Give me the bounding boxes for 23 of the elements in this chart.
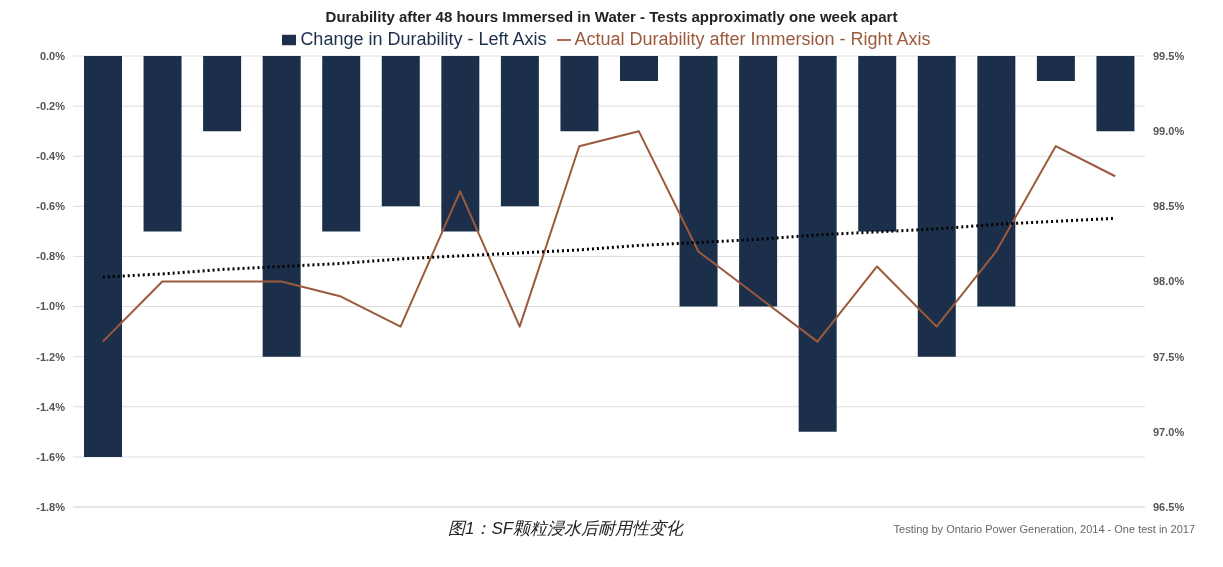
y2-tick-label: 99.0% bbox=[1153, 125, 1185, 138]
chart-title: Durability after 48 hours Immersed in Water - Tests approximatly one week apart bbox=[324, 8, 899, 25]
text: Testing by Ontario Power Generation, 2014 - One test in 2017 bbox=[893, 522, 1195, 535]
y-tick-label: 0.0% bbox=[39, 49, 66, 62]
y2-tick-label: 98.0% bbox=[1153, 275, 1185, 288]
y2-tick-label: 99.5% bbox=[1153, 49, 1185, 62]
y-tick-label: -1.0% bbox=[36, 300, 66, 313]
legend-label: Actual Durability after Immersion - Right Axis bbox=[574, 29, 931, 49]
y2-tick-label: 97.5% bbox=[1153, 350, 1185, 363]
y-tick-label: -0.2% bbox=[36, 100, 66, 113]
y-tick-label: -1.8% bbox=[36, 500, 66, 513]
y-tick-label: -0.8% bbox=[36, 250, 66, 263]
y-tick-label: -0.6% bbox=[36, 200, 66, 213]
y-tick-label: -1.4% bbox=[36, 400, 66, 413]
y2-tick-label: 98.5% bbox=[1153, 200, 1185, 213]
y2-tick-label: 97.0% bbox=[1153, 425, 1185, 438]
legend-label: Change in Durability - Left Axis bbox=[300, 29, 547, 49]
line-series bbox=[101, 130, 1117, 343]
y-tick-label: -1.6% bbox=[36, 450, 66, 463]
y2-tick-label: 96.5% bbox=[1153, 500, 1185, 513]
y-tick-label: -1.2% bbox=[36, 350, 66, 363]
caption: 图1：SF颗粒浸水后耐用性变化 bbox=[448, 518, 684, 540]
y-tick-label: -0.4% bbox=[36, 150, 66, 163]
